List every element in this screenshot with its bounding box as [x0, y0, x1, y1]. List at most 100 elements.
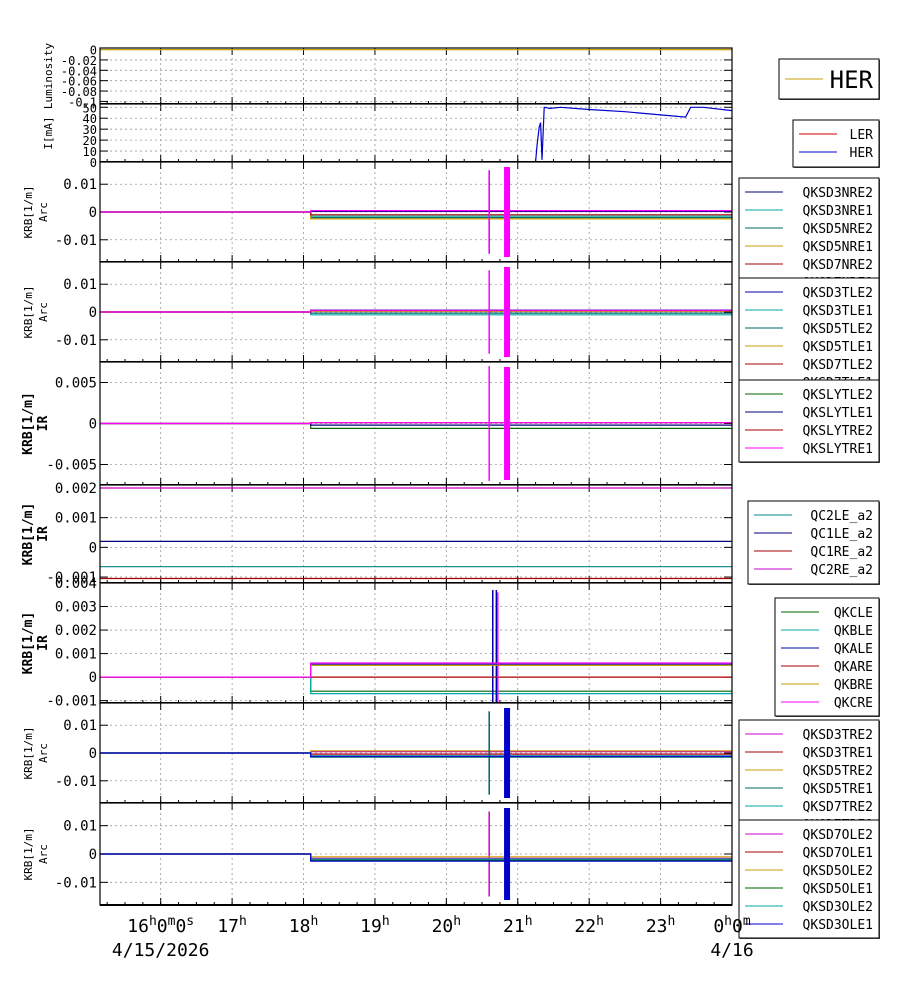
legend-label: QKSD5TLE2 [803, 322, 873, 337]
legend-label: QKSD3TRE1 [803, 746, 873, 761]
legend-box [792, 119, 880, 168]
y-axis-label: KRB[1/m] [22, 186, 35, 239]
series-line [100, 210, 732, 213]
legend: QKSD3TLE2 QKSD3TLE1 QKSD5TLE2 QKSD5TLE1 QKSD… [738, 277, 880, 397]
y-axis-label: I[mA] [42, 116, 55, 149]
legend-label: QKSD5NRE2 [803, 222, 873, 237]
legend: LER HER [792, 119, 880, 168]
y-tick-label: 0.01 [63, 718, 97, 734]
legend-label: QKSD3NRE1 [803, 204, 873, 219]
y-tick-label: -0.01 [55, 333, 97, 349]
y-tick-label: 0.01 [63, 277, 97, 293]
legend-label: QKSD5TLE1 [803, 340, 873, 355]
y-axis-label: KRB[1/m] [21, 503, 36, 566]
y-axis-label-2: IR [36, 635, 51, 651]
series-line [100, 422, 732, 425]
series-band [504, 267, 511, 357]
panel-7: 0.01 0 -0.01 KRB[1/m] Arc QKSD3TRE2 QKSD3TRE1 Q… [22, 702, 880, 839]
series-line [100, 853, 732, 862]
y-tick-label: 0.01 [63, 819, 97, 835]
y-tick-label: 50 [83, 101, 97, 115]
y-axis-label: KRB[1/m] [22, 727, 35, 780]
y-axis-label: KRB[1/m] [21, 392, 36, 455]
legend-label: QKBRE [834, 678, 873, 693]
legend-label: QC2RE_a2 [810, 563, 873, 578]
y-tick-label: -0.01 [55, 774, 97, 790]
y-axis-label-2: Arc [37, 743, 50, 763]
legend-label: QKSD7TRE2 [803, 800, 873, 815]
x-tick-label: 16h0m0s [127, 914, 194, 937]
legend-label: QKSD7NRE2 [803, 258, 873, 273]
legend-label: QKSD7TLE2 [803, 358, 873, 373]
y-tick-label: -0.04 [61, 64, 97, 78]
y-tick-label: 0.004 [55, 576, 97, 592]
x-date-label: 4/16 [710, 940, 753, 961]
y-axis-label-2: Arc [37, 302, 50, 322]
legend-label: QKSD5TRE1 [803, 782, 873, 797]
y-tick-label: 0 [89, 540, 97, 556]
x-tick-label: 22h [574, 914, 604, 937]
legend-label: QKSLYTRE1 [803, 442, 873, 457]
y-tick-label: 0 [90, 156, 97, 170]
legend-label: QKSLYTLE2 [803, 388, 873, 403]
series-group [100, 590, 732, 703]
series-line [100, 309, 732, 313]
x-axis: 16h0m0s 17h 18h 19h 20h 21h 22h 23h 0h0m 4/15/202… [112, 914, 754, 961]
legend-label: QKCLE [834, 606, 873, 621]
legend-label: QC1LE_a2 [810, 527, 873, 542]
x-tick-label: 18h [289, 914, 319, 937]
series-group [100, 808, 732, 900]
legend-label: QKSLYTLE1 [803, 406, 873, 421]
y-tick-label: -0.06 [61, 75, 97, 89]
legend-label: QKSD5OLE2 [803, 864, 873, 879]
x-date-label: 4/15/2026 [112, 940, 210, 961]
panel-0: 0-0.02-0.04-0.06-0.08-0.1 Luminosity HER [42, 43, 880, 110]
y-tick-label: -0.1 [68, 95, 97, 109]
legend-label: QKSLYTRE2 [803, 424, 873, 439]
legend-box [738, 719, 880, 839]
x-tick-label: 21h [503, 914, 533, 937]
y-tick-label: 0.01 [63, 177, 97, 193]
series-group [100, 708, 732, 798]
legend: QKCLE QKBLE QKALE QKARE QKBRE QKCRE [774, 597, 880, 717]
legend: HER [778, 58, 880, 100]
plot-area [100, 48, 732, 104]
y-axis-label-2: Arc [37, 202, 50, 222]
y-axis-label: Luminosity [42, 43, 55, 110]
legend-box [774, 597, 880, 717]
legend-label: QKSD3TRE2 [803, 728, 873, 743]
y-tick-label: 0.003 [55, 600, 97, 616]
legend: QC2LE_a2 QC1LE_a2 QC1RE_a2 QC2RE_a2 [747, 500, 880, 585]
x-tick-label: 0h0m [713, 914, 751, 937]
y-tick-label: 10 [83, 145, 97, 159]
series-band [504, 167, 511, 257]
series-group [100, 106, 732, 162]
legend-label: QKALE [834, 642, 873, 657]
y-axis-label: KRB[1/m] [21, 612, 36, 675]
plot-area [100, 485, 732, 583]
legend: QKSLYTLE2 QKSLYTLE1 QKSLYTRE2 QKSLYTRE1 [738, 379, 880, 463]
y-tick-label: 0 [89, 417, 97, 433]
legend: QKSD7OLE2 QKSD7OLE1 QKSD5OLE2 QKSD5OLE1 QKSD… [738, 819, 880, 939]
legend-label: QKSD7OLE2 [803, 828, 873, 843]
series-band [504, 708, 511, 798]
y-axis-label-2: Arc [37, 844, 50, 864]
x-tick-label: 17h [217, 914, 247, 937]
legend-label: QKSD5NRE1 [803, 240, 873, 255]
series-band [504, 367, 511, 480]
legend-label: QKSD5OLE1 [803, 882, 873, 897]
legend-label: QKARE [834, 660, 873, 675]
y-tick-label: 40 [83, 112, 97, 126]
legend-label: QKSD7OLE1 [803, 846, 873, 861]
x-tick-label: 20h [432, 914, 462, 937]
legend: QKSD3NRE2 QKSD3NRE1 QKSD5NRE2 QKSD5NRE1 QKSD… [738, 177, 880, 297]
legend-label: QKSD5TRE2 [803, 764, 873, 779]
y-tick-label: 0 [89, 305, 97, 321]
legend-label: HER [830, 66, 874, 94]
plot-area [100, 583, 732, 703]
x-tick-label: 19h [360, 914, 390, 937]
panel-5: 0.002 0.001 0 -0.001 KRB[1/m] IR QC2LE_a2 QC1LE… [21, 481, 880, 586]
